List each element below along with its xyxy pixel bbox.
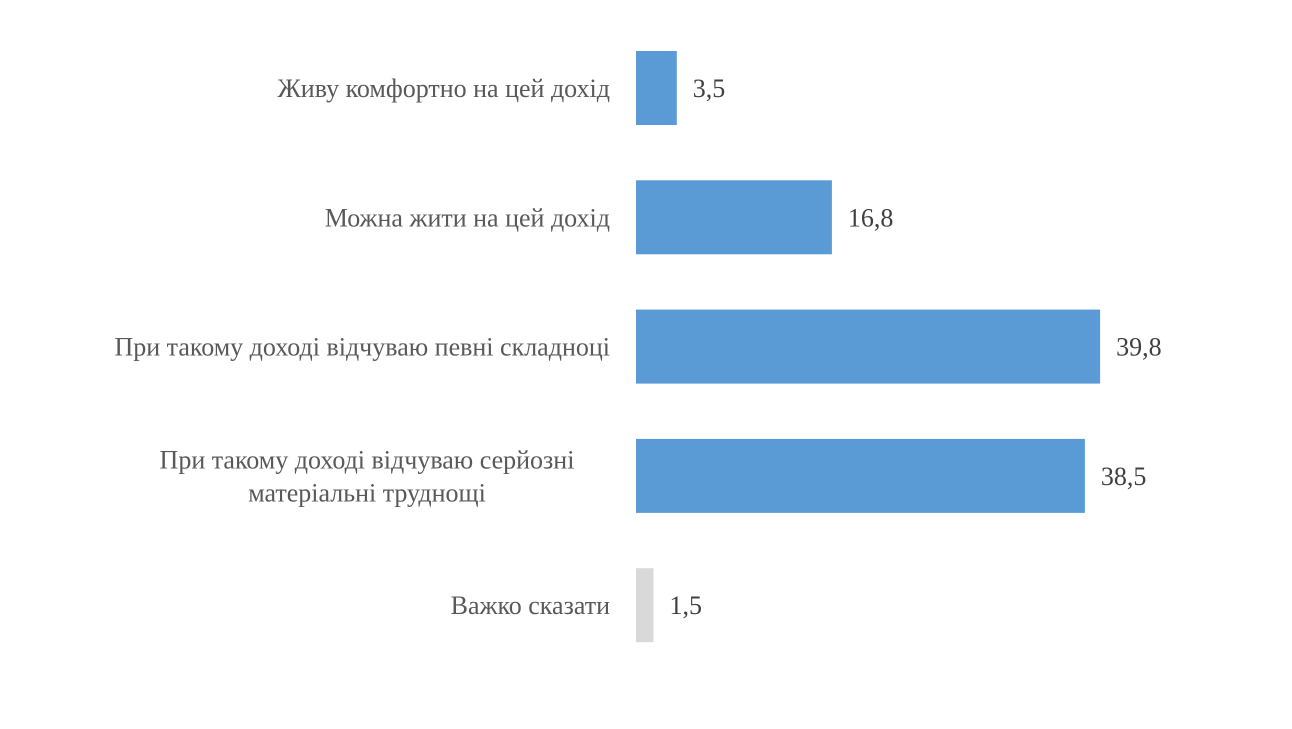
bar-0 — [636, 51, 677, 125]
value-label-2: 39,8 — [1116, 333, 1162, 362]
value-label-4: 1,5 — [670, 591, 703, 620]
bar-1 — [636, 180, 832, 255]
category-label-1: Можна жити на цей дохід — [325, 203, 610, 232]
value-label-1: 16,8 — [848, 203, 894, 232]
category-label-4: Важко сказати — [451, 591, 610, 620]
bar-2 — [636, 309, 1101, 384]
category-label-3: При такому доході відчуваю серйозні матер… — [160, 445, 575, 507]
category-label-3-line-0: При такому доході відчуваю серйозні — [160, 445, 575, 474]
category-label-3-line-1: матеріальні труднощі — [248, 478, 486, 507]
category-label-2: При такому доході відчуваю певні складно… — [114, 333, 610, 362]
category-label-0: Живу комфортно на цей дохід — [277, 74, 610, 103]
bar-3 — [636, 438, 1085, 513]
value-label-3: 38,5 — [1101, 462, 1147, 491]
value-label-0: 3,5 — [693, 74, 726, 103]
bar-4 — [636, 568, 654, 643]
